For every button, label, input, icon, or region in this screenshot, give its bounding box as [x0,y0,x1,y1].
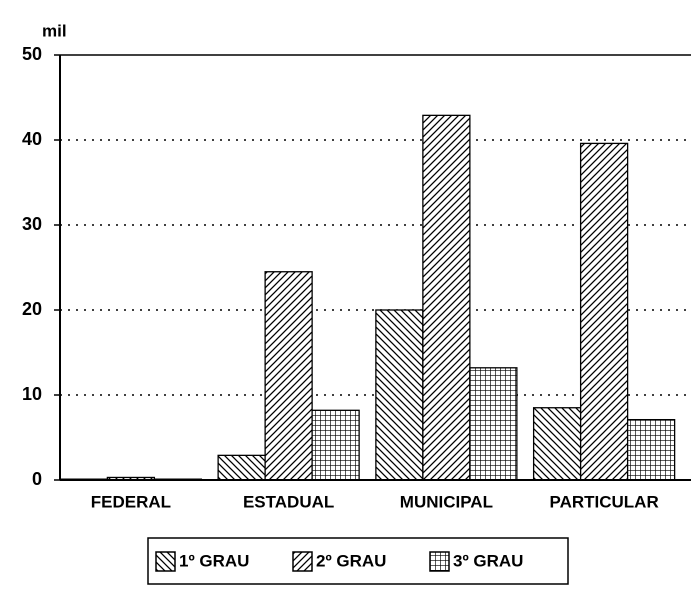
legend-label: 2º GRAU [316,551,386,570]
legend-swatch [292,551,313,572]
x-tick-label: ESTADUAL [243,492,334,511]
x-tick-label: PARTICULAR [550,492,659,511]
bar [422,114,471,481]
y-axis-label: mil [42,21,67,40]
x-tick-label: FEDERAL [91,492,171,511]
y-tick-label: 0 [32,469,42,489]
bar [375,309,424,481]
x-tick-label: MUNICIPAL [400,492,493,511]
y-tick-label: 20 [22,299,42,319]
bar [217,454,266,481]
bar [311,409,360,481]
y-tick-label: 30 [22,214,42,234]
legend-swatch [155,551,176,572]
legend-box [147,537,569,585]
bar [264,271,313,481]
bar [469,367,518,481]
y-tick-label: 40 [22,129,42,149]
bar [579,142,629,481]
bar [626,418,676,481]
y-tick-label: 50 [22,44,42,64]
legend-label: 1º GRAU [179,551,249,570]
bar [532,407,582,481]
y-tick-label: 10 [22,384,42,404]
legend-label: 3º GRAU [453,551,523,570]
legend-swatch [429,551,450,572]
